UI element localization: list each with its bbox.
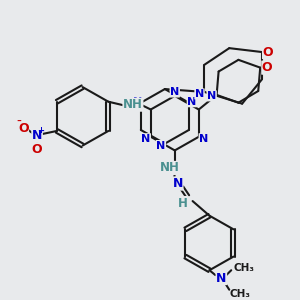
Text: N: N bbox=[199, 134, 208, 144]
Text: N: N bbox=[32, 129, 42, 142]
Text: O: O bbox=[32, 143, 42, 156]
Text: NH: NH bbox=[123, 98, 143, 111]
Text: N: N bbox=[216, 272, 226, 284]
Text: -: - bbox=[17, 115, 22, 129]
Text: N: N bbox=[170, 87, 179, 97]
Text: N: N bbox=[172, 177, 183, 190]
Text: NH: NH bbox=[160, 161, 180, 175]
Text: CH₃: CH₃ bbox=[233, 263, 254, 273]
Text: CH₃: CH₃ bbox=[229, 289, 250, 298]
Text: +: + bbox=[38, 126, 44, 135]
Text: H: H bbox=[178, 196, 188, 209]
Text: N: N bbox=[156, 141, 166, 151]
Text: O: O bbox=[262, 61, 272, 74]
Text: N: N bbox=[195, 89, 204, 99]
Text: N: N bbox=[207, 91, 216, 101]
Text: N: N bbox=[133, 97, 142, 107]
Text: N: N bbox=[187, 97, 196, 107]
Text: O: O bbox=[18, 122, 28, 134]
Text: O: O bbox=[262, 46, 273, 59]
Text: N: N bbox=[141, 134, 150, 144]
